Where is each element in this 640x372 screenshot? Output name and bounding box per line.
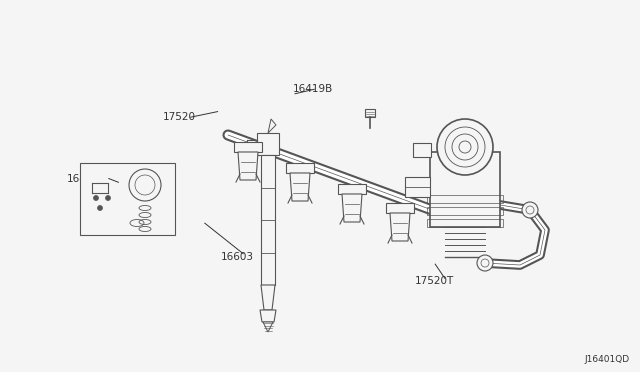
Polygon shape [290,173,310,201]
Bar [338,184,366,194]
Bar [386,203,414,213]
Text: 17520T: 17520T [415,276,454,286]
Polygon shape [390,213,410,241]
Bar [427,207,503,215]
Circle shape [93,196,99,201]
Circle shape [129,169,161,201]
Polygon shape [268,119,276,133]
Bar [257,133,279,155]
Polygon shape [263,322,273,332]
Circle shape [437,119,493,175]
Circle shape [135,175,155,195]
Text: 16603: 16603 [221,252,254,262]
Text: 16419B: 16419B [293,84,333,94]
Text: J16401QD: J16401QD [585,355,630,364]
Circle shape [97,205,102,211]
Bar [427,219,503,227]
Circle shape [522,202,538,218]
Polygon shape [261,285,275,310]
Text: 16412S: 16412S [67,174,107,183]
Bar [261,155,275,285]
Text: 17520: 17520 [163,112,196,122]
Polygon shape [342,194,362,222]
Circle shape [106,196,111,201]
Polygon shape [260,310,276,322]
Circle shape [477,255,493,271]
Bar [234,142,262,152]
Bar [286,163,314,173]
Bar [430,152,500,227]
Bar [80,163,175,235]
Bar [427,195,503,203]
Bar [413,143,431,157]
Polygon shape [238,152,258,180]
Bar [365,109,375,117]
Bar [405,177,430,197]
